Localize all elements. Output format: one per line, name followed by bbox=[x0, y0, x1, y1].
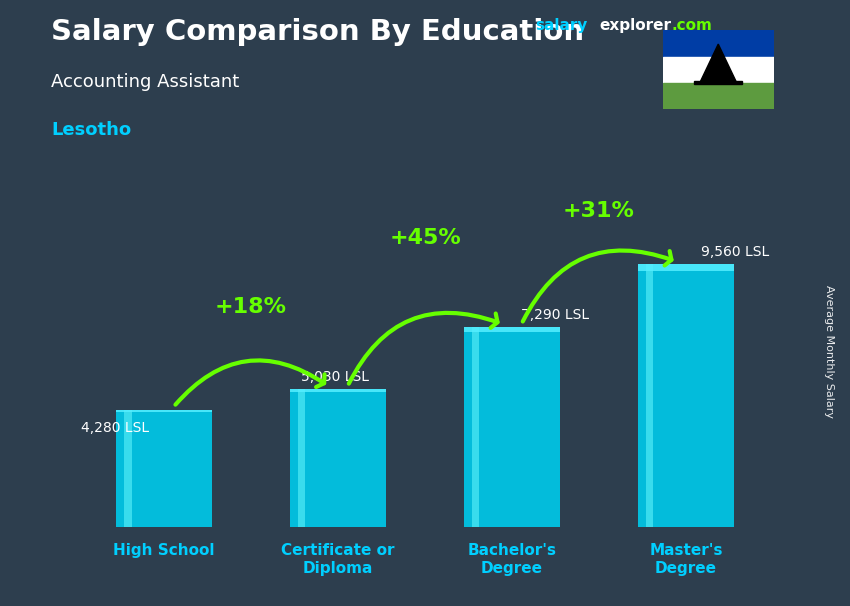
Text: 4,280 LSL: 4,280 LSL bbox=[82, 421, 150, 435]
Text: salary: salary bbox=[536, 18, 588, 33]
Bar bbox=[472, 327, 479, 527]
Bar bbox=[663, 82, 774, 109]
Text: .com: .com bbox=[672, 18, 712, 33]
Bar bbox=[290, 389, 386, 527]
Text: Accounting Assistant: Accounting Assistant bbox=[51, 73, 239, 91]
Bar bbox=[464, 327, 560, 331]
Bar bbox=[638, 264, 734, 271]
Text: 9,560 LSL: 9,560 LSL bbox=[700, 245, 768, 259]
Bar bbox=[694, 81, 742, 84]
Text: 5,030 LSL: 5,030 LSL bbox=[301, 370, 369, 384]
Bar bbox=[116, 410, 212, 413]
Text: +18%: +18% bbox=[215, 297, 287, 317]
Text: Lesotho: Lesotho bbox=[51, 121, 131, 139]
Polygon shape bbox=[700, 44, 737, 82]
Bar bbox=[663, 57, 774, 82]
Bar bbox=[290, 389, 386, 392]
Bar bbox=[298, 389, 305, 527]
Bar bbox=[638, 264, 734, 527]
Text: explorer: explorer bbox=[599, 18, 672, 33]
Bar bbox=[464, 327, 560, 527]
Text: +45%: +45% bbox=[389, 228, 461, 248]
Text: Average Monthly Salary: Average Monthly Salary bbox=[824, 285, 834, 418]
Text: +31%: +31% bbox=[563, 201, 635, 221]
Bar bbox=[124, 410, 132, 527]
Text: Salary Comparison By Education: Salary Comparison By Education bbox=[51, 18, 584, 46]
Bar bbox=[663, 30, 774, 57]
FancyArrowPatch shape bbox=[348, 313, 497, 384]
Bar bbox=[646, 264, 654, 527]
FancyArrowPatch shape bbox=[523, 250, 672, 322]
FancyArrowPatch shape bbox=[175, 361, 325, 405]
Bar bbox=[116, 410, 212, 527]
Text: 7,290 LSL: 7,290 LSL bbox=[521, 308, 590, 322]
